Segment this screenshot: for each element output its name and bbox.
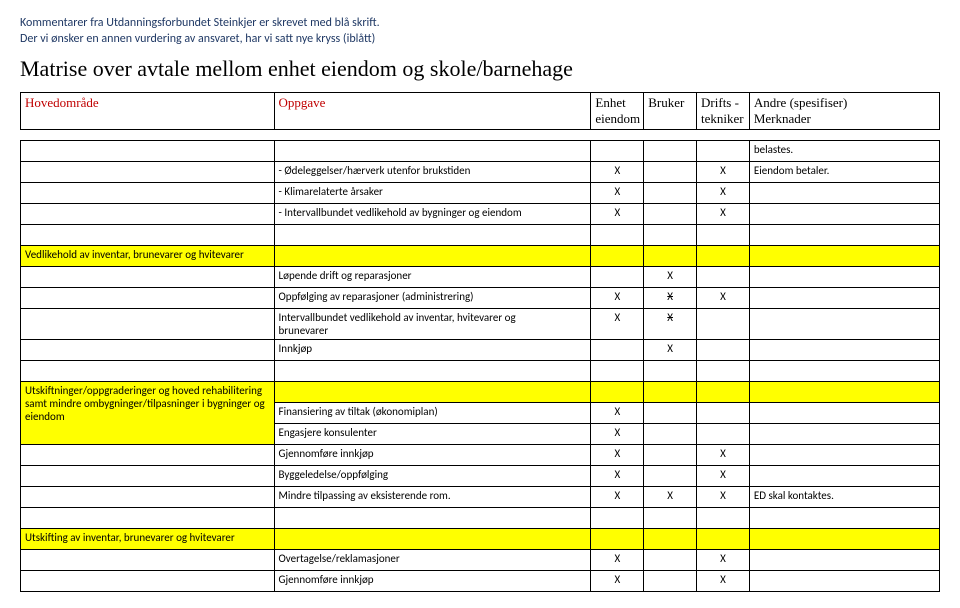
task-cell: Gjennomføre innkjøp [274, 445, 591, 466]
section-header-row: Utskifting av inventar, brunevarer og hv… [21, 529, 940, 550]
table-row: Oppfølging av reparasjoner (administreri… [21, 288, 940, 309]
table-row: Byggeledelse/oppfølging X X [21, 466, 940, 487]
task-cell: Finansiering av tiltak (økonomiplan) [274, 403, 591, 424]
table-row: Mindre tilpassing av eksisterende rom. X… [21, 487, 940, 508]
section-header-row: Utskiftninger/oppgraderinger og hoved re… [21, 382, 940, 403]
table-row [21, 225, 940, 246]
task-cell: - Ødeleggelser/hærverk utenfor brukstide… [274, 162, 591, 183]
table-row: Gjennomføre innkjøp X X [21, 445, 940, 466]
header-oppgave: Oppgave [274, 93, 591, 130]
header-enhet: Enheteiendom [591, 93, 644, 130]
task-cell: Byggeledelse/oppfølging [274, 466, 591, 487]
table-row: - Klimarelaterte årsaker X X [21, 183, 940, 204]
task-cell: Innkjøp [274, 340, 591, 361]
mark-cell: X [591, 288, 644, 309]
section-header-row: Vedlikehold av inventar, brunevarer og h… [21, 246, 940, 267]
header-table: Hovedområde Oppgave Enheteiendom Bruker … [20, 92, 940, 130]
note-cell: Eiendom betaler. [749, 162, 939, 183]
header-bruker: Bruker [644, 93, 697, 130]
mark-cell: X [644, 309, 697, 340]
mark-cell: X [591, 183, 644, 204]
table-row: Gjennomføre innkjøp X X [21, 571, 940, 592]
intro-line-1: Kommentarer fra Utdanningsforbundet Stei… [20, 16, 940, 30]
task-cell: Mindre tilpassing av eksisterende rom. [274, 487, 591, 508]
mark-cell: X [697, 204, 750, 225]
table-row: - Ødeleggelser/hærverk utenfor brukstide… [21, 162, 940, 183]
section-title: Vedlikehold av inventar, brunevarer og h… [21, 246, 275, 267]
note-cell: ED skal kontaktes. [749, 487, 939, 508]
mark-cell: X [644, 487, 697, 508]
page-title: Matrise over avtale mellom enhet eiendom… [20, 56, 940, 82]
task-cell: - Intervallbundet vedlikehold av bygning… [274, 204, 591, 225]
table-row: Intervallbundet vedlikehold av inventar,… [21, 309, 940, 340]
mark-cell: X [697, 571, 750, 592]
mark-cell: X [697, 487, 750, 508]
data-table: belastes. - Ødeleggelser/hærverk utenfor… [20, 140, 940, 592]
mark-cell: X [697, 183, 750, 204]
note-cell: belastes. [749, 141, 939, 162]
table-row: Løpende drift og reparasjoner X [21, 267, 940, 288]
mark-cell: X [591, 550, 644, 571]
mark-cell: X [697, 288, 750, 309]
mark-cell: X [644, 288, 697, 309]
mark-cell: X [697, 445, 750, 466]
header-drifts: Drifts -tekniker [697, 93, 750, 130]
mark-cell: X [591, 309, 644, 340]
table-row [21, 361, 940, 382]
section-title: Utskifting av inventar, brunevarer og hv… [21, 529, 275, 550]
task-cell: - Klimarelaterte årsaker [274, 183, 591, 204]
mark-cell: X [591, 445, 644, 466]
mark-cell: X [644, 340, 697, 361]
mark-cell: X [644, 267, 697, 288]
table-row: Overtagelse/reklamasjoner X X [21, 550, 940, 571]
header-hovedomrade: Hovedområde [21, 93, 275, 130]
mark-cell: X [591, 162, 644, 183]
mark-cell: X [697, 550, 750, 571]
mark-cell: X [697, 162, 750, 183]
table-row: - Intervallbundet vedlikehold av bygning… [21, 204, 940, 225]
table-row: belastes. [21, 141, 940, 162]
intro-line-2: Der vi ønsker en annen vurdering av ansv… [20, 32, 940, 46]
mark-cell: X [697, 466, 750, 487]
mark-cell: X [591, 466, 644, 487]
mark-cell: X [591, 403, 644, 424]
task-cell: Intervallbundet vedlikehold av inventar,… [274, 309, 591, 340]
task-cell: Gjennomføre innkjøp [274, 571, 591, 592]
task-cell: Oppfølging av reparasjoner (administreri… [274, 288, 591, 309]
mark-cell: X [591, 487, 644, 508]
section-title: Utskiftninger/oppgraderinger og hoved re… [21, 382, 275, 445]
header-andre: Andre (spesifiser)Merknader [749, 93, 939, 130]
mark-cell: X [591, 204, 644, 225]
mark-cell: X [591, 424, 644, 445]
table-row: Innkjøp X [21, 340, 940, 361]
task-cell: Løpende drift og reparasjoner [274, 267, 591, 288]
task-cell: Overtagelse/reklamasjoner [274, 550, 591, 571]
task-cell: Engasjere konsulenter [274, 424, 591, 445]
table-row [21, 508, 940, 529]
mark-cell: X [591, 571, 644, 592]
